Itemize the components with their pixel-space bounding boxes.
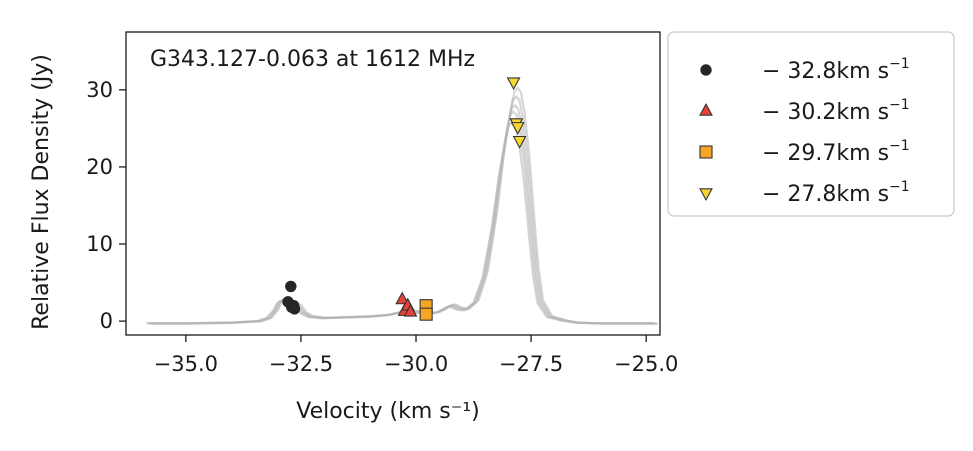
plot-area — [125, 31, 661, 336]
data-point — [288, 303, 301, 315]
x-axis: −35.0 −32.5 −30.0 −27.5 −25.0 — [154, 335, 678, 376]
data-points — [282, 77, 527, 321]
y-tick-label: 20 — [86, 155, 113, 179]
spectrum-line — [146, 121, 653, 325]
x-axis-label: Velocity (km s⁻¹) — [296, 399, 480, 424]
y-tick-label: 0 — [100, 309, 113, 333]
data-point — [506, 77, 521, 91]
y-axis: 0 10 20 30 — [86, 78, 126, 333]
legend: − 32.8km s−1 − 30.2km s−1 − 29.7km s−1 − 27… — [667, 31, 955, 217]
y-tick-label: 10 — [86, 232, 113, 256]
legend-marker — [699, 188, 713, 202]
legend-label: − 29.7km s−1 — [762, 138, 910, 166]
y-tick-label: 30 — [86, 78, 113, 102]
spectrum-lines — [146, 86, 659, 325]
legend-marker — [699, 145, 713, 159]
spectrum-line — [150, 95, 657, 325]
spectrum-line — [149, 104, 656, 325]
chart-title: G343.127-0.063 at 1612 MHz — [150, 47, 475, 72]
data-point — [419, 307, 433, 321]
data-point — [285, 280, 297, 293]
data-point — [403, 303, 418, 317]
legend-label: − 27.8km s−1 — [762, 179, 910, 207]
spectrum-line — [147, 110, 655, 325]
x-tick-label: −30.0 — [384, 352, 448, 376]
data-point — [512, 135, 527, 149]
x-tick-label: −32.5 — [269, 352, 333, 376]
spectrum-line — [151, 86, 659, 325]
legend-label: − 32.8km s−1 — [762, 56, 910, 84]
x-tick-label: −25.0 — [614, 352, 678, 376]
x-tick-label: −35.0 — [154, 352, 218, 376]
legend-frame — [667, 31, 955, 217]
x-tick-label: −27.5 — [499, 352, 563, 376]
legend-marker — [699, 102, 713, 116]
y-axis-label: Relative Flux Density (Jy) — [29, 54, 54, 330]
legend-label: − 30.2km s−1 — [762, 97, 910, 125]
data-point — [395, 291, 410, 305]
legend-marker — [700, 64, 712, 76]
data-point — [510, 122, 525, 135]
